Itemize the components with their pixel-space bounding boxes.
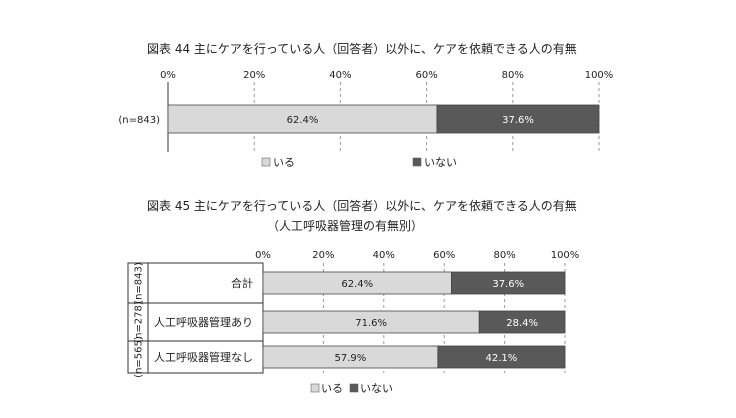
chart2-data-label: 57.9% bbox=[335, 353, 367, 364]
chart2-n-label: (n=565) bbox=[134, 336, 145, 378]
chart2-category-label: 人工呼吸器管理あり bbox=[154, 315, 253, 329]
chart2-tick-label: 40% bbox=[373, 250, 395, 261]
chart2-category-label: 人工呼吸器管理なし bbox=[154, 350, 253, 364]
chart1-bar-segment bbox=[436, 104, 600, 134]
chart1-tick-label: 40% bbox=[329, 70, 351, 81]
chart2-tick-label: 20% bbox=[312, 250, 334, 261]
chart2-tick-label: 0% bbox=[255, 250, 271, 261]
chart1-tick-label: 20% bbox=[243, 70, 265, 81]
chart2-data-label: 42.1% bbox=[486, 353, 518, 364]
chart1-legend-label: いない bbox=[424, 156, 457, 169]
chart2-title: 図表 45 主にケアを行っている人（回答者）以外に、ケアを依頼できる人の有無 bbox=[147, 198, 577, 213]
chart2-legend-swatch bbox=[349, 383, 359, 393]
chart2-legend-swatch bbox=[310, 383, 320, 393]
chart1-data-label: 62.4% bbox=[287, 115, 319, 126]
chart2-bar-segment bbox=[451, 271, 566, 295]
chart1-plot: 0% 20% 40% 60% 80% 100% (n=843) 62.4% 37.6% いる いない bbox=[118, 70, 613, 169]
chart2-data-label: 71.6% bbox=[355, 318, 387, 329]
chart1-legend-swatch bbox=[412, 157, 422, 167]
chart2-subtitle: （人工呼吸器管理の有無別） bbox=[267, 218, 423, 233]
chart1-title: 図表 44 主にケアを行っている人（回答者）以外に、ケアを依頼できる人の有無 bbox=[147, 41, 577, 56]
chart1-tick-label: 60% bbox=[415, 70, 437, 81]
chart1-tick-label: 0% bbox=[160, 70, 176, 81]
chart2-bar-segment bbox=[437, 345, 566, 369]
chart1-legend-swatch bbox=[261, 157, 271, 167]
chart1-data-label: 37.6% bbox=[502, 115, 534, 126]
chart2-data-label: 37.6% bbox=[492, 279, 524, 290]
chart2-tick-label: 60% bbox=[433, 250, 455, 261]
chart2-bar-segment bbox=[478, 310, 566, 334]
chart1-legend-label: いる bbox=[273, 156, 295, 169]
chart1-category-label: (n=843) bbox=[118, 115, 160, 126]
chart2-tick-label: 80% bbox=[493, 250, 515, 261]
chart2-plot: 0% 20% 40% 60% 80% 100% (n=843) 合計 62.4% 37.6% (n=… bbox=[127, 250, 580, 395]
chart1-tick-label: 80% bbox=[502, 70, 524, 81]
chart2-category-label: 合計 bbox=[231, 276, 253, 290]
chart2-data-label: 62.4% bbox=[341, 279, 373, 290]
chart2-legend-label: いない bbox=[360, 382, 393, 395]
chart2-n-label: (n=278) bbox=[134, 301, 145, 343]
chart2-data-label: 28.4% bbox=[506, 318, 538, 329]
chart2-legend-label: いる bbox=[321, 382, 343, 395]
chart2-tick-label: 100% bbox=[551, 250, 580, 261]
chart1-tick-label: 100% bbox=[585, 70, 614, 81]
chart2-n-label: (n=843) bbox=[134, 262, 145, 304]
